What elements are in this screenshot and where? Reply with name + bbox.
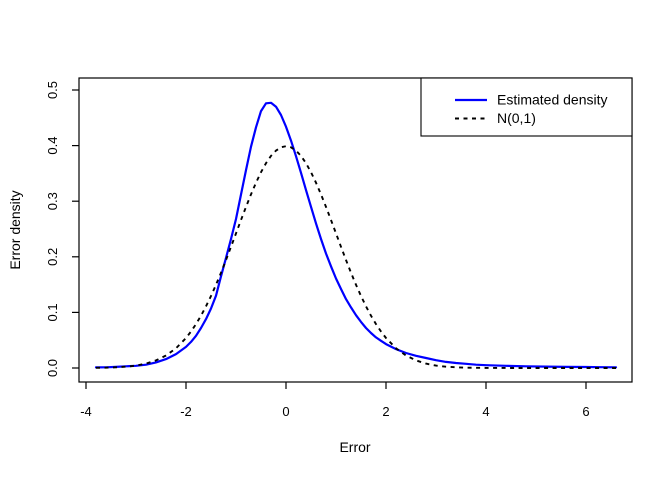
y-tick-label: 0.2 xyxy=(45,248,60,266)
estimated-density-curve xyxy=(94,101,618,369)
y-axis-title: Error density xyxy=(7,190,23,269)
y-tick-label: 0.0 xyxy=(45,359,60,377)
x-tick-label: 6 xyxy=(582,404,589,419)
y-tick-label: 0.5 xyxy=(45,81,60,99)
x-axis-title: Error xyxy=(339,439,370,455)
legend-box xyxy=(420,77,633,137)
plot-area-border xyxy=(78,77,633,383)
x-tick-label: -4 xyxy=(80,404,92,419)
y-tick-label: 0.4 xyxy=(45,137,60,155)
x-tick-label: -2 xyxy=(180,404,192,419)
legend-label-normal: N(0,1) xyxy=(497,110,536,126)
x-tick-label: 0 xyxy=(282,404,289,419)
y-tick-label: 0.3 xyxy=(45,192,60,210)
legend: Estimated density N(0,1) xyxy=(420,77,633,137)
x-tick-label: 2 xyxy=(382,404,389,419)
y-tick-label: 0.1 xyxy=(45,303,60,321)
x-axis: -4 -2 0 2 4 6 xyxy=(80,382,590,419)
x-tick-label: 4 xyxy=(482,404,489,419)
legend-label-estimated-density: Estimated density xyxy=(497,92,608,108)
y-axis: 0.0 0.1 0.2 0.3 0.4 0.5 xyxy=(45,81,79,377)
normal-density-curve xyxy=(95,145,616,369)
